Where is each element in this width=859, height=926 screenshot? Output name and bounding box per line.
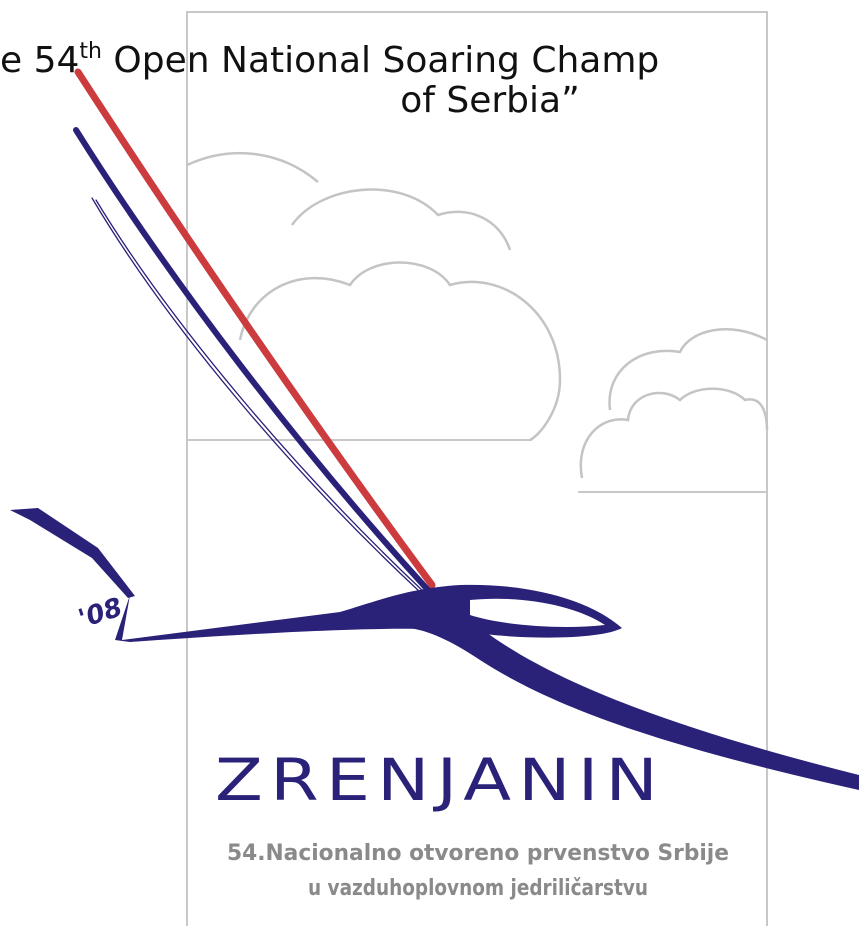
cloud bbox=[240, 263, 560, 441]
cloud bbox=[292, 190, 510, 250]
streamers bbox=[76, 72, 432, 592]
title-part: e 54 bbox=[0, 40, 79, 81]
navy-streak bbox=[76, 130, 428, 590]
clouds bbox=[187, 153, 767, 478]
title-line: e 54th Open National Soaring Champ bbox=[0, 39, 659, 81]
title-superscript: th bbox=[79, 39, 102, 64]
fuselage bbox=[115, 585, 622, 642]
red-streak bbox=[78, 72, 432, 585]
tail-fin bbox=[10, 508, 135, 598]
city-name: ZRENJANIN bbox=[215, 746, 665, 814]
year-label: '08 bbox=[75, 592, 126, 634]
logo-subtitle: 54.Nacionalno otvoreno prvenstvo Srbije bbox=[227, 841, 729, 866]
logo-subtitle: u vazduhoplovnom jedriličarstvu bbox=[308, 876, 648, 901]
title-line: of Serbia” bbox=[400, 80, 580, 121]
poster: '08 e 54th Open National Soaring Champ o… bbox=[0, 0, 859, 926]
title-part: Open National Soaring Champ bbox=[102, 40, 659, 81]
cloud bbox=[187, 153, 318, 182]
